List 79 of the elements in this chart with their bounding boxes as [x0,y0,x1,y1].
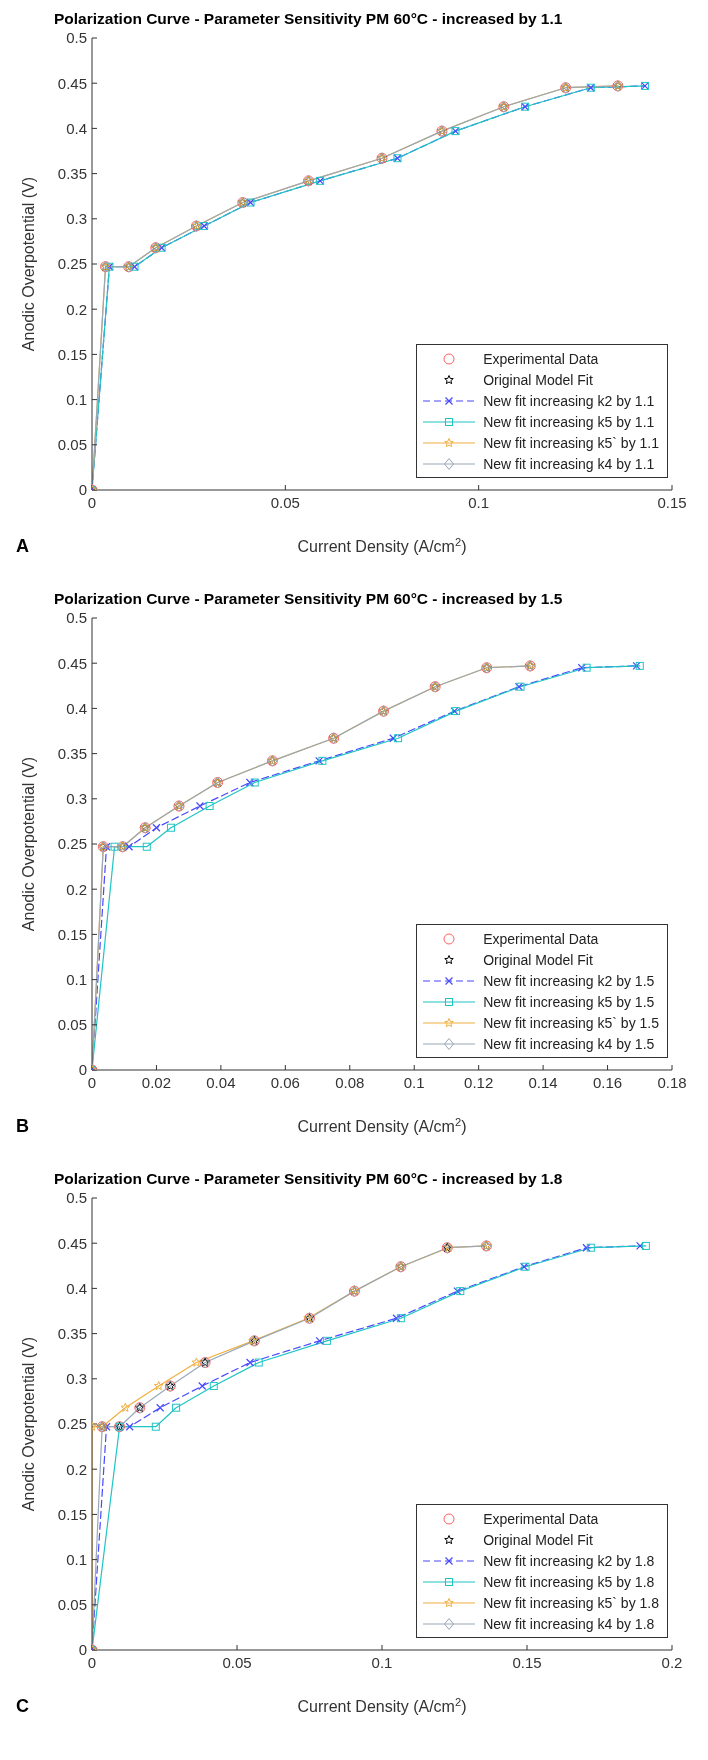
y-tick-label: 0.35 [57,744,87,762]
x-tick-label: 0.1 [468,493,490,511]
legend-label: New fit increasing k5 by 1.5 [483,993,655,1010]
y-tick-label: 0.3 [66,790,87,808]
chart-title: Polarization Curve - Parameter Sensitivity PM 60°C - increased by 1.5 [53,589,564,609]
x-tick-label: 0.12 [464,1073,494,1091]
y-tick-label: 0.3 [66,1370,87,1388]
legend-label: New fit increasing k5 by 1.8 [483,1573,655,1590]
chart-title: Polarization Curve - Parameter Sensitivity PM 60°C - increased by 1.1 [53,9,564,29]
legend-label: New fit increasing k2 by 1.8 [483,1552,655,1569]
legend-label: New fit increasing k4 by 1.1 [483,455,655,472]
y-tick-label: 0.05 [57,1016,87,1034]
y-tick-label: 0.15 [57,1505,87,1523]
x-tick-label: 0.02 [141,1073,172,1091]
y-tick-label: 0.2 [66,880,87,898]
y-tick-label: 0.4 [66,699,87,717]
y-tick-label: 0.1 [66,970,87,988]
y-tick-label: 0.05 [57,1596,87,1614]
y-tick-label: 0.2 [66,1460,87,1478]
x-tick-label: 0.16 [592,1073,623,1091]
x-axis-title: Current Density (A/cm$^{2}$) [297,1696,467,1715]
y-tick-label: 0 [78,481,87,499]
x-tick-label: 0.1 [403,1073,425,1091]
legend-label: Original Model Fit [483,1531,593,1548]
x-tick-label: 0.05 [270,493,300,511]
y-tick-label: 0.45 [57,1234,87,1252]
legend-label: Original Model Fit [483,951,593,968]
y-tick-label: 0.2 [66,300,87,318]
x-tick-label: 0.08 [335,1073,365,1091]
y-tick-label: 0.05 [57,436,87,454]
x-tick-label: 0.05 [222,1653,252,1671]
legend-label: New fit increasing k5 by 1.1 [483,413,655,430]
text: A [16,536,29,557]
legend-label: New fit increasing k4 by 1.5 [483,1035,655,1052]
x-tick-label: 0.06 [270,1073,300,1091]
y-tick-label: 0.35 [57,1324,87,1342]
legend-label: New fit increasing k5` by 1.5 [483,1014,659,1031]
y-tick-label: 0.15 [57,345,87,363]
y-tick-label: 0.5 [66,609,87,627]
x-tick-label: 0.15 [512,1653,542,1671]
x-axis-title: Current Density (A/cm$^{2}$) [297,1116,467,1135]
legend-label: New fit increasing k4 by 1.8 [483,1615,655,1632]
legend-label: Original Model Fit [483,371,593,388]
legend-label: Experimental Data [483,350,599,367]
y-tick-label: 0.3 [66,210,87,228]
y-axis-title: Anodic Overpotential (V) [20,1336,37,1512]
legend-label: New fit increasing k2 by 1.1 [483,392,655,409]
text: B [16,1116,29,1137]
y-tick-label: 0.25 [57,255,87,273]
y-tick-label: 0.1 [66,1550,87,1568]
legend-label: New fit increasing k2 by 1.5 [483,972,655,989]
y-tick-label: 0.25 [57,835,87,853]
y-axis-title: Anodic Overpotential (V) [20,756,37,932]
y-tick-label: 0 [78,1641,87,1659]
y-tick-label: 0.4 [66,1279,87,1297]
text: C [16,1696,29,1717]
y-tick-label: 0.45 [57,74,87,92]
x-axis-title: Current Density (A/cm$^{2}$) [297,536,467,555]
legend-label: New fit increasing k5` by 1.8 [483,1594,659,1611]
y-tick-label: 0.15 [57,925,87,943]
x-tick-label: 0.2 [661,1653,683,1671]
y-axis-title: Anodic Overpotential (V) [20,176,37,352]
chart-title: Polarization Curve - Parameter Sensitivity PM 60°C - increased by 1.8 [53,1169,564,1189]
y-tick-label: 0 [78,1061,87,1079]
legend-label: Experimental Data [483,930,599,947]
y-tick-label: 0.5 [66,1189,87,1207]
y-tick-label: 0.5 [66,29,87,47]
legend-label: Experimental Data [483,1510,599,1527]
x-tick-label: 0.04 [206,1073,236,1091]
x-tick-label: 0.15 [657,493,687,511]
y-tick-label: 0.25 [57,1415,87,1433]
y-tick-label: 0.4 [66,119,87,137]
legend-label: New fit increasing k5` by 1.1 [483,434,659,451]
y-tick-label: 0.45 [57,654,87,672]
y-tick-label: 0.1 [66,390,87,408]
x-tick-label: 0.1 [371,1653,393,1671]
x-tick-label: 0.14 [528,1073,558,1091]
y-tick-label: 0.35 [57,164,87,182]
x-tick-label: 0.18 [657,1073,687,1091]
